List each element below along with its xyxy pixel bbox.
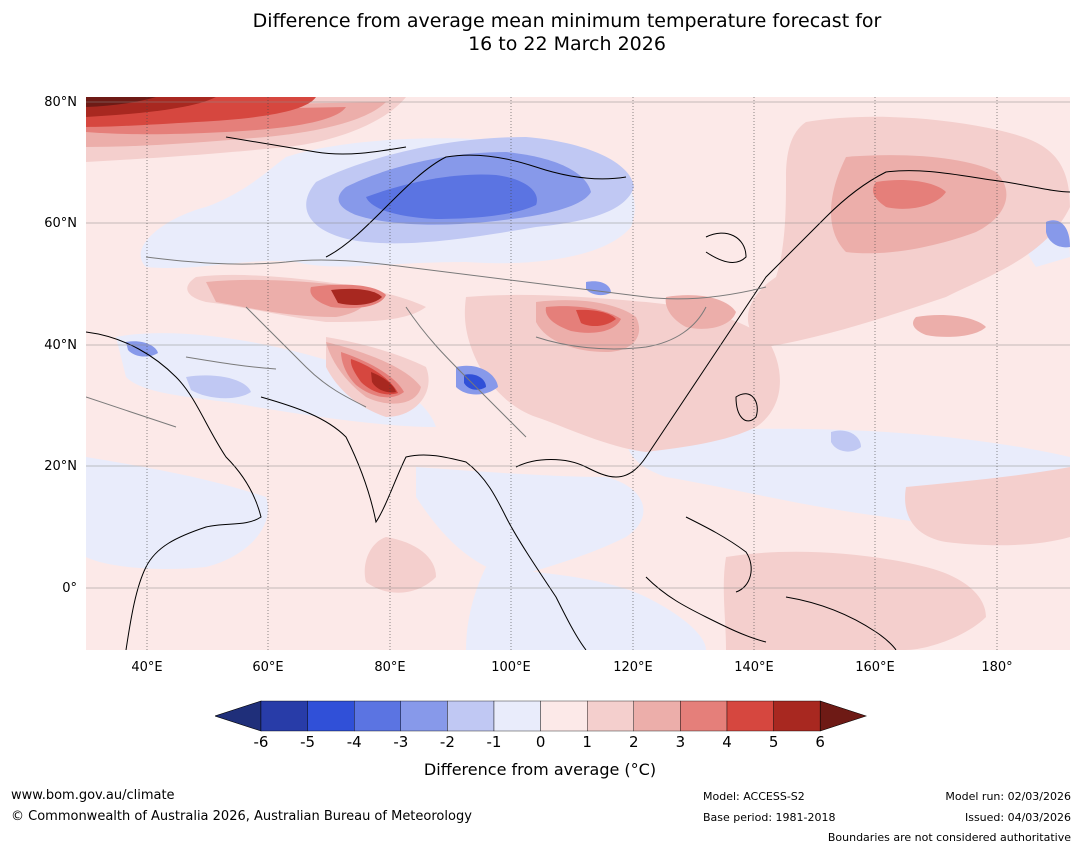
colorbar-tick-label: -4	[346, 733, 362, 751]
colorbar-segment	[726, 700, 774, 732]
colorbar-tick-label: 1	[582, 733, 592, 751]
lon-label-180: 180°	[981, 660, 1013, 675]
copyright-text: © Commonwealth of Australia 2026, Austra…	[11, 809, 472, 824]
base-period-text: Base period: 1981-2018	[703, 811, 836, 824]
lon-label-160e: 160°E	[855, 660, 895, 675]
colorbar-tick-label: -2	[439, 733, 455, 751]
anomaly-map	[86, 97, 1070, 650]
map-title: Difference from average mean minimum tem…	[0, 10, 1081, 56]
website-link[interactable]: www.bom.gov.au/climate	[11, 788, 175, 803]
colorbar-tick-label: 0	[535, 733, 546, 751]
colorbar-segment	[260, 700, 308, 732]
lon-label-80e: 80°E	[374, 660, 406, 675]
disclaimer-text: Boundaries are not considered authoritat…	[827, 831, 1071, 844]
meridians	[146, 97, 998, 650]
title-line-1: Difference from average mean minimum tem…	[252, 10, 882, 32]
colorbar	[215, 700, 867, 732]
colorbar-tick-label: -1	[486, 733, 502, 751]
colorbar-segment	[773, 700, 821, 732]
colorbar-tick-label: -5	[300, 733, 316, 751]
lat-label-0: 0°	[62, 581, 77, 596]
colorbar-tick-label: 2	[629, 733, 639, 751]
coastlines	[86, 136, 1070, 650]
colorbar-segment	[447, 700, 495, 732]
colorbar-segment	[493, 700, 541, 732]
colorbar-segment	[540, 700, 588, 732]
lon-label-60e: 60°E	[252, 660, 284, 675]
lat-label-20n: 20°N	[44, 459, 77, 474]
colorbar-extend-low	[215, 700, 262, 732]
issued-text: Issued: 04/03/2026	[964, 811, 1071, 824]
colorbar-tick-label: 5	[768, 733, 779, 751]
lon-label-40e: 40°E	[131, 660, 163, 675]
lon-label-100e: 100°E	[491, 660, 531, 675]
colorbar-tick-label: 6	[815, 733, 825, 751]
lon-label-140e: 140°E	[734, 660, 774, 675]
colorbar-extend-high	[819, 700, 867, 732]
colorbar-tick-label: 3	[675, 733, 686, 751]
title-line-2: 16 to 22 March 2026	[468, 33, 666, 55]
colorbar-segment	[587, 700, 635, 732]
colorbar-segment	[307, 700, 355, 732]
colorbar-segment	[400, 700, 448, 732]
lat-label-40n: 40°N	[44, 338, 77, 353]
colorbar-label: Difference from average (°C)	[423, 760, 657, 779]
colorbar-segment	[633, 700, 681, 732]
lat-label-80n: 80°N	[44, 95, 77, 110]
cold-anomaly-regions	[126, 137, 1070, 452]
colorbar-tick-label: -3	[393, 733, 409, 751]
model-text: Model: ACCESS-S2	[703, 790, 805, 803]
model-run-text: Model run: 02/03/2026	[945, 790, 1071, 803]
colorbar-tick-label: 4	[722, 733, 732, 751]
colorbar-tick-label: -6	[253, 733, 269, 751]
graticule	[86, 101, 1070, 589]
map-canvas	[86, 97, 1070, 650]
colorbar-segment	[680, 700, 728, 732]
lat-label-60n: 60°N	[44, 216, 77, 231]
lon-label-120e: 120°E	[613, 660, 653, 675]
colorbar-segment	[353, 700, 401, 732]
national-borders	[86, 256, 767, 438]
